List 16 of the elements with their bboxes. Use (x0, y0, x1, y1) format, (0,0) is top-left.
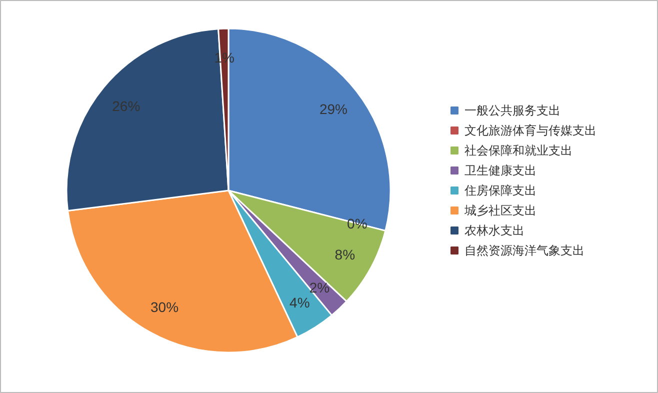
data-label: 26% (112, 98, 140, 114)
data-label: 2% (309, 279, 330, 296)
legend-label: 城乡社区支出 (464, 204, 536, 218)
legend-label: 文化旅游体育与传媒支出 (464, 124, 596, 138)
data-label: 29% (319, 101, 348, 118)
data-label: 30% (150, 298, 179, 315)
legend-label: 社会保障和就业支出 (464, 144, 572, 158)
data-label: 8% (334, 246, 356, 262)
data-label: 4% (290, 294, 310, 311)
text: 0% (347, 216, 368, 232)
legend-label: 一般公共服务支出 (464, 104, 560, 118)
legend-label: 农林水支出 (464, 224, 524, 238)
legend-label: 自然资源海洋气象支出 (464, 244, 584, 258)
legend-label: 住房保障支出 (464, 184, 536, 198)
data-label: 1% (214, 50, 234, 66)
legend-label: 卫生健康支出 (464, 164, 536, 178)
